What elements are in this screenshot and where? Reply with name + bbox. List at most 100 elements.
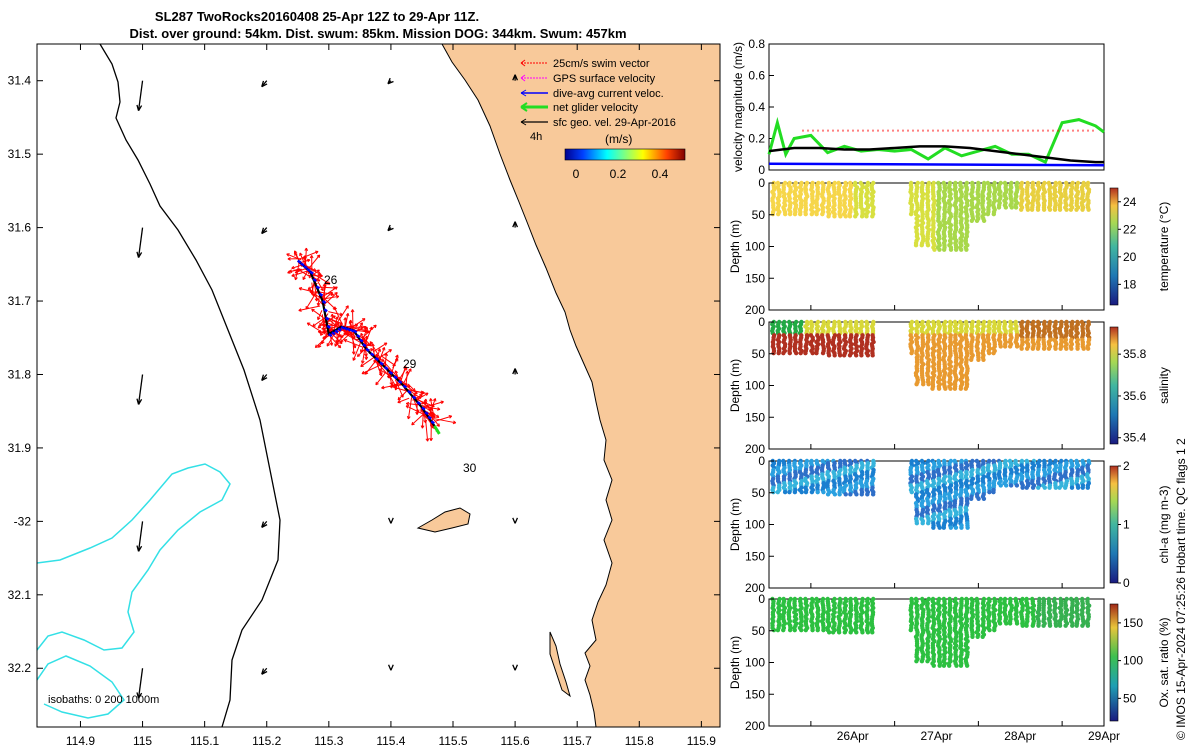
map-xtick-label: 115.8 [625,734,654,748]
section-ytick-label: 200 [745,719,765,733]
section-point [826,353,832,358]
section-point [815,627,820,633]
swim-vector [343,332,361,343]
section-point [981,218,987,223]
section-point [968,357,974,362]
swim-vector [375,372,386,386]
map-axis-ticks: 114.9 115 115.1 115.2 115.3 115.4 115.5 115.6 11… [8,44,720,748]
section-point [1085,346,1091,351]
geo-arrow [261,227,268,235]
section-point [792,627,797,633]
section-point [1064,207,1069,212]
geo-arrow [512,221,519,228]
geo-arrows [136,74,519,699]
section-point [847,353,853,358]
section-point [1041,207,1047,212]
current-vector [331,331,336,336]
section-point [776,211,781,217]
section-point [781,627,786,633]
swim-vector [323,292,338,306]
geo-arrow [136,521,144,552]
section-point [981,496,987,501]
current-vector [328,333,333,338]
section-point [865,630,871,635]
section-point [1020,485,1025,490]
geo-arrow [261,520,268,528]
section-point [809,211,815,217]
section-point [931,663,936,668]
velocity-ytick-label: 0.4 [748,100,765,114]
section-dots [770,319,1092,391]
section-point [860,630,865,635]
section-ytick-label: 100 [745,656,765,670]
swim-vector [360,357,375,368]
section-point [1014,344,1020,349]
section-point [1041,346,1047,351]
section-point [948,525,954,530]
swim-vector [391,354,399,374]
land-area [441,44,720,727]
section-point [771,350,776,356]
swim-vector [297,250,319,261]
section-point [870,214,875,219]
section-point [1053,623,1059,628]
section-point [1063,623,1068,628]
swim-vector [356,322,363,333]
geo-arrow [512,664,519,671]
section-point [919,659,925,664]
section-point [925,659,930,664]
section-point [775,627,781,633]
section-ytick-label: 50 [752,208,766,222]
swim-vector [333,306,343,325]
section-point [1057,485,1062,490]
current-vector [337,327,342,332]
section-point [1003,205,1009,210]
isobath-200m [99,44,281,727]
current-vector [384,366,389,371]
section-ytick-label: 0 [758,315,765,329]
section-point [1074,207,1079,212]
geo-arrow [512,517,519,524]
colorbar-tick-label: 35.4 [1123,431,1147,445]
current-vector [430,420,435,425]
section-point [964,663,970,668]
section-point [1064,346,1069,351]
map-frame [36,43,721,728]
section-point [810,350,815,356]
map-xtick-label: 115.3 [314,734,343,748]
section-point [838,214,843,219]
section-point [921,382,926,387]
section-point [908,627,913,633]
section-ylabel: Depth (m) [728,636,742,689]
section-point [781,350,786,356]
swim-vector [343,339,363,348]
section-ytick-label: 150 [745,271,765,285]
map-xtick-label: 115.7 [563,734,592,748]
current-vector [407,389,412,395]
swim-vector [378,368,392,377]
map-xtick-label: 115.2 [252,734,281,748]
section-point [941,525,947,530]
map-ytick-label: 31.7 [8,294,32,308]
section-point [1052,207,1058,212]
section-ytick-label: 0 [758,454,765,468]
day-label-26: 26 [324,273,338,287]
section-ytick-label: 50 [752,486,766,500]
colorbar-tick-label: 2 [1123,459,1130,473]
colorbar-tick-1: 0.2 [610,167,627,181]
swim-vector [309,289,324,306]
current-vector [315,285,321,290]
swim-vector [379,364,383,376]
section-colorbar [1109,187,1119,306]
map-xtick-label: 115.6 [501,734,530,748]
section-point [992,627,997,633]
velocity-series-line [767,116,1105,165]
speed-colorbar [564,148,686,161]
colorbar-tick-label: 20 [1123,250,1137,264]
map-legend: 25cm/s swim vector GPS surface velocity … [520,58,686,181]
section-point [798,350,803,356]
section-ylabel: Depth (m) [728,359,742,412]
section-point [996,205,1002,210]
